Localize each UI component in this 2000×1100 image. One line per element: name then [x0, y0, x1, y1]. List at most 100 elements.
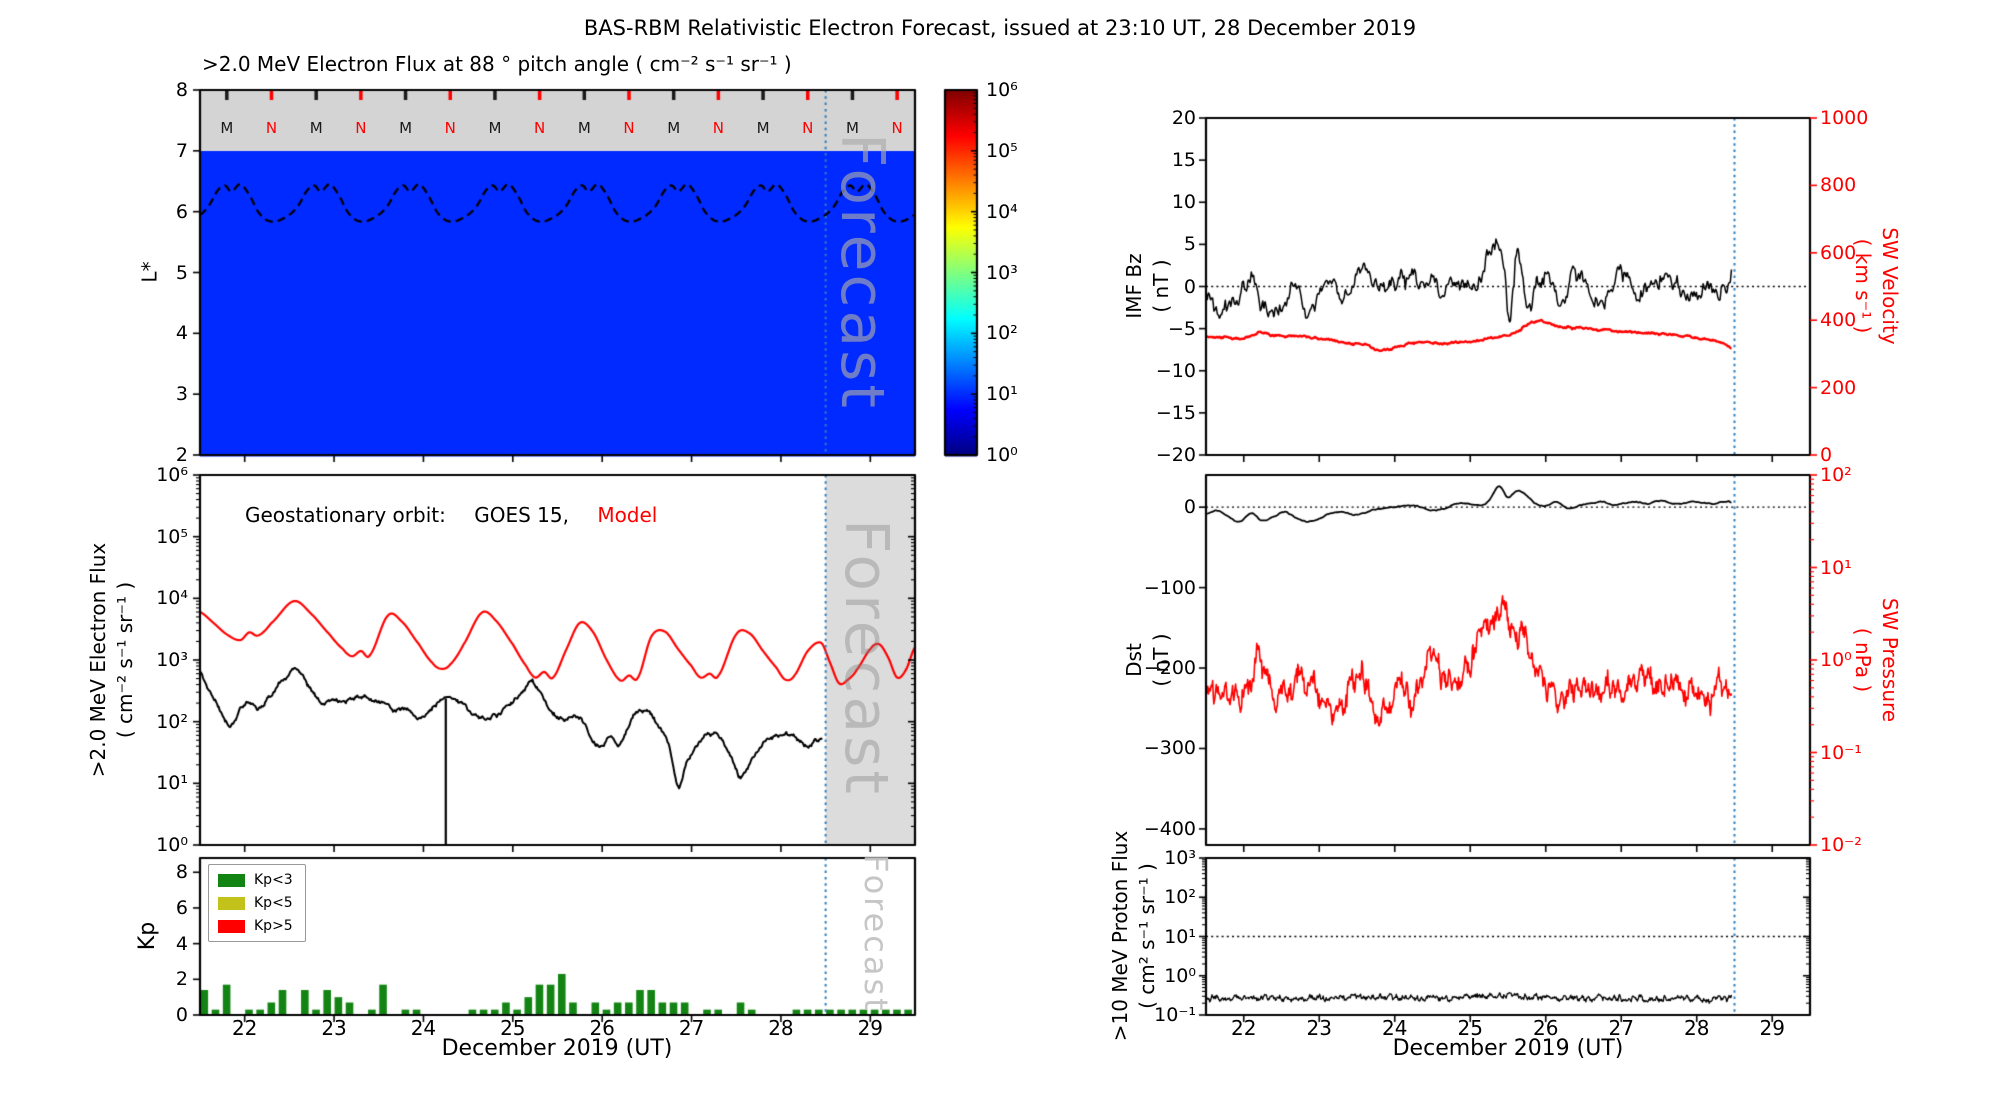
legend-geostationary-label: Geostationary orbit:	[245, 503, 446, 527]
legend-model-label: Model	[597, 503, 658, 527]
kp-lt3-label: Kp<3	[254, 872, 293, 888]
tick-label: 10³	[156, 649, 188, 671]
tick-label: −100	[1143, 576, 1196, 599]
tick-label: 10⁰	[156, 834, 188, 856]
tick-label: 26	[1533, 1016, 1559, 1040]
tick-label: 2	[175, 444, 188, 466]
tick-label: 10¹	[1164, 925, 1196, 948]
tick-label: 8	[175, 79, 188, 101]
electron-ylabel-line2: ( cm⁻² s⁻¹ sr⁻¹ )	[113, 581, 137, 739]
tick-label: 15	[1171, 149, 1196, 172]
tick-label: 1000	[1820, 107, 1869, 129]
tick-label: 8	[175, 861, 188, 884]
tick-label: 10⁰	[1164, 964, 1196, 987]
tick-label: N	[265, 119, 278, 137]
heatmap-ylabel: L*	[137, 261, 162, 283]
imf-ylabel-line1: IMF Bz	[1122, 253, 1146, 319]
tick-label: N	[891, 119, 903, 137]
kp-lt3-swatch	[218, 873, 245, 887]
tick-label: −300	[1143, 737, 1196, 760]
kp-gt5-swatch	[218, 919, 245, 933]
tick-label: 6	[175, 896, 188, 919]
electron-ylabel-line1: >2.0 MeV Electron Flux	[86, 542, 110, 778]
sw-pressure-ylabel-line1: SW Pressure	[1878, 597, 1902, 723]
kp-legend-row: Kp<3	[218, 872, 293, 888]
tick-label: −10	[1155, 359, 1196, 382]
xlabel-left: December 2019 (UT)	[441, 1036, 673, 1061]
sw-velocity-ylabel: SW Velocity ( km s⁻¹ )	[1849, 227, 1903, 344]
tick-label: 5	[175, 261, 188, 284]
tick-label: 5	[1183, 233, 1196, 256]
sw-velocity-ylabel-line1: SW Velocity	[1878, 227, 1902, 345]
tick-label: 27	[678, 1016, 705, 1040]
tick-label: N	[802, 119, 814, 137]
tick-label: 10²	[986, 322, 1018, 345]
tick-label: 10⁵	[986, 139, 1018, 162]
tick-label: M	[309, 119, 323, 137]
electron-ylabel: >2.0 MeV Electron Flux ( cm⁻² s⁻¹ sr⁻¹ )	[85, 543, 139, 777]
tick-label: 0	[175, 1004, 188, 1026]
tick-label: 10²	[1164, 886, 1196, 909]
tick-label: 27	[1608, 1016, 1634, 1040]
tick-label: 20	[1171, 107, 1196, 129]
tick-label: 22	[231, 1016, 258, 1040]
tick-label: 10¹	[986, 383, 1018, 406]
heatmap-title: >2.0 MeV Electron Flux at 88 ° pitch ang…	[202, 52, 792, 76]
tick-label: 24	[1382, 1016, 1408, 1040]
tick-label: 4	[175, 322, 188, 345]
kp-lt5-label: Kp<5	[254, 895, 293, 911]
tick-label: M	[220, 119, 234, 137]
kp-legend-row: Kp<5	[218, 895, 293, 911]
tick-label: N	[534, 119, 546, 137]
tick-label: 10⁶	[156, 464, 188, 486]
kp-ylabel: Kp	[135, 921, 161, 951]
xlabel-right: December 2019 (UT)	[1392, 1036, 1624, 1061]
sw-pressure-ylabel: SW Pressure ( nPa )	[1849, 598, 1903, 722]
tick-label: 2	[175, 968, 188, 991]
tick-label: 600	[1820, 241, 1857, 264]
tick-label: M	[577, 119, 591, 137]
tick-label: −200	[1143, 657, 1196, 680]
tick-label: 26	[589, 1016, 615, 1040]
proton-ylabel-line1: >10 MeV Proton Flux	[1108, 830, 1132, 1042]
tick-label: 10⁶	[986, 79, 1018, 101]
tick-label: 23	[1306, 1016, 1332, 1040]
tick-label: 25	[1457, 1016, 1483, 1040]
tick-label: 0	[1820, 444, 1833, 466]
kp-legend-row: Kp>5	[218, 918, 293, 934]
tick-label: 10⁻¹	[1154, 1004, 1196, 1026]
tick-label: 10⁻¹	[1820, 741, 1862, 764]
tick-label: 10³	[986, 261, 1018, 284]
tick-label: 24	[410, 1016, 437, 1040]
electron-legend: Geostationary orbit: GOES 15, Model	[245, 503, 657, 527]
tick-label: 28	[768, 1016, 794, 1040]
tick-label: M	[488, 119, 502, 137]
forecast-watermark-kp: Forecast	[857, 854, 895, 1014]
tick-label: 10⁴	[986, 200, 1018, 223]
tick-label: 6	[175, 200, 188, 223]
tick-label: −400	[1143, 817, 1196, 840]
tick-label: M	[667, 119, 681, 137]
legend-goes15-label: GOES 15,	[474, 503, 569, 527]
tick-label: 10⁰	[1820, 649, 1852, 671]
tick-label: 400	[1820, 309, 1857, 332]
tick-label: 7	[175, 139, 188, 162]
tick-label: 10³	[1164, 847, 1196, 869]
tick-label: 29	[1759, 1016, 1785, 1040]
forecast-watermark-electron: Forecast	[831, 519, 901, 797]
kp-lt5-swatch	[218, 896, 245, 910]
tick-label: 10	[1171, 191, 1196, 214]
tick-label: 28	[1684, 1016, 1710, 1040]
sw-pressure-ylabel-line2: ( nPa )	[1851, 627, 1875, 693]
tick-label: 29	[857, 1016, 884, 1040]
kp-legend: Kp<3 Kp<5 Kp>5	[208, 864, 306, 942]
tick-label: 800	[1820, 174, 1857, 197]
tick-label: 200	[1820, 376, 1857, 399]
tick-label: 10⁴	[156, 587, 188, 610]
tick-label: −15	[1155, 401, 1196, 424]
tick-label: 10⁵	[156, 525, 188, 548]
tick-label: M	[845, 119, 859, 137]
forecast-watermark-heatmap: Forecast	[827, 133, 897, 411]
